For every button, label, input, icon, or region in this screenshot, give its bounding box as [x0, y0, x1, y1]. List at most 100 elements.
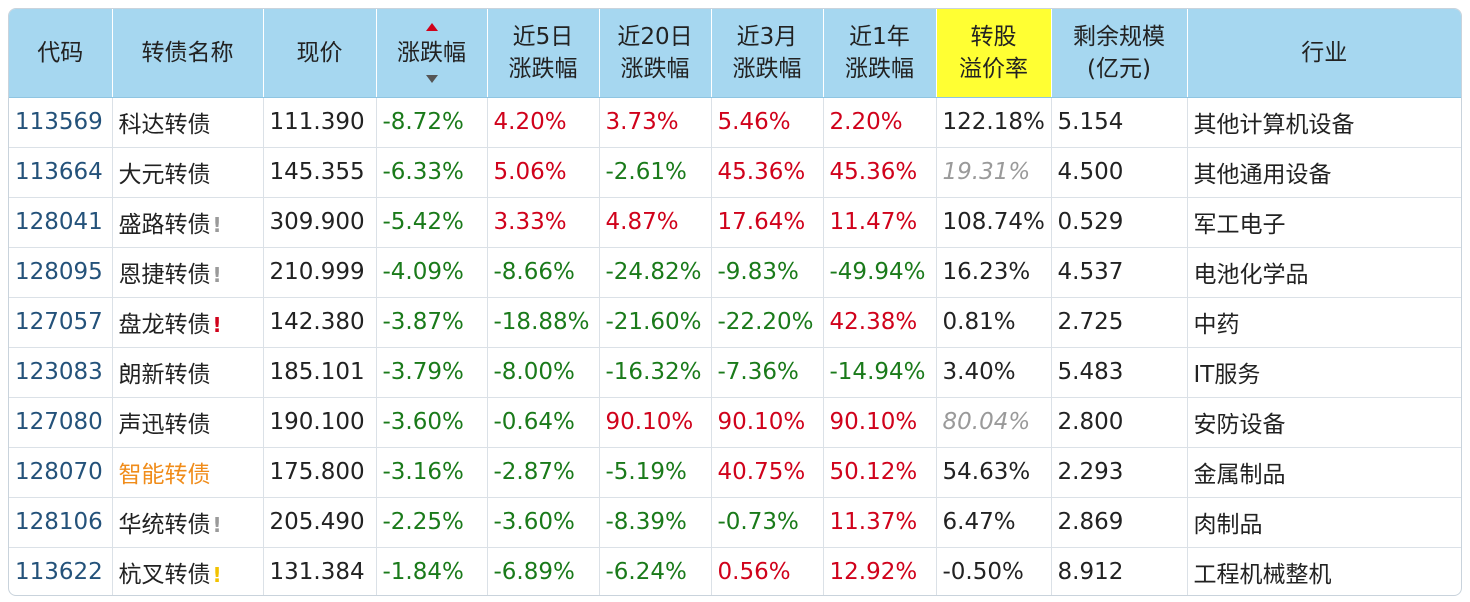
- bond-name-text[interactable]: 盘龙转债: [118, 312, 211, 338]
- bond-code-link-text[interactable]: 113622: [15, 559, 103, 586]
- change-1y-cell: 2.20%: [823, 97, 937, 148]
- change-5d-cell-text: -8.66%: [493, 259, 575, 285]
- table-row[interactable]: 113569 科达转债 111.390 -8.72% 4.20% 3.73% 5.46% 2.…: [9, 97, 1461, 148]
- change-5d-cell: 4.20%: [487, 97, 600, 148]
- scale-cell: 4.500: [1051, 147, 1188, 198]
- bond-code-link-text[interactable]: 113664: [15, 159, 103, 185]
- header-1y[interactable]: 近1年 涨跌幅: [823, 9, 937, 98]
- header-3m-line1: 近3月: [736, 23, 798, 50]
- table-row[interactable]: 113664 大元转债 145.355 -6.33% 5.06% -2.61% 45.36%…: [9, 147, 1461, 198]
- bond-code-link-text[interactable]: 127057: [15, 309, 103, 335]
- bond-code-link-text[interactable]: 128106: [15, 509, 103, 535]
- change-cell-text: -3.79%: [382, 359, 464, 385]
- price-cell: 131.384: [263, 547, 377, 595]
- change-5d-cell: -0.64%: [487, 397, 600, 448]
- bond-name[interactable]: 杭叉转债!: [112, 547, 264, 595]
- bond-code-link[interactable]: 128041: [9, 197, 113, 248]
- bond-name[interactable]: 科达转债: [112, 97, 264, 148]
- bond-code-link-text[interactable]: 128095: [15, 259, 103, 285]
- change-1y-cell: 90.10%: [823, 397, 937, 448]
- table-row[interactable]: 128070 智能转债 175.800 -3.16% -2.87% -5.19% 40.75…: [9, 447, 1461, 498]
- table-row[interactable]: 127080 声迅转债 190.100 -3.60% -0.64% 90.10% 90.10…: [9, 397, 1461, 448]
- bond-name[interactable]: 大元转债: [112, 147, 264, 198]
- change-3m-cell-text: -0.73%: [717, 509, 799, 535]
- table-row[interactable]: 113622 杭叉转债! 131.384 -1.84% -6.89% -6.24% 0.56…: [9, 547, 1461, 595]
- change-5d-cell: -18.88%: [487, 297, 600, 348]
- bond-name-text[interactable]: 智能转债: [118, 462, 211, 488]
- header-industry[interactable]: 行业: [1187, 9, 1461, 98]
- header-code-label: 代码: [37, 39, 84, 66]
- price-cell: 190.100: [263, 397, 377, 448]
- bond-name-text[interactable]: 恩捷转债: [118, 262, 211, 288]
- bond-name-text[interactable]: 朗新转债: [118, 362, 211, 388]
- header-change[interactable]: 涨跌幅: [376, 9, 488, 98]
- bond-name[interactable]: 盛路转债!: [112, 197, 264, 248]
- bond-name[interactable]: 恩捷转债!: [112, 247, 264, 298]
- price-cell-text: 145.355: [269, 159, 365, 185]
- bond-code-link-text[interactable]: 128041: [15, 209, 103, 235]
- change-3m-cell: -9.83%: [711, 247, 824, 298]
- premium-cell-text: 54.63%: [942, 459, 1031, 485]
- table-row[interactable]: 123083 朗新转债 185.101 -3.79% -8.00% -16.32% -7.3…: [9, 347, 1461, 398]
- change-cell-text: -3.16%: [382, 459, 464, 485]
- change-cell-text: -1.84%: [382, 559, 464, 586]
- header-20d[interactable]: 近20日 涨跌幅: [599, 9, 712, 98]
- bond-code-link[interactable]: 113664: [9, 147, 113, 198]
- change-5d-cell: -6.89%: [487, 547, 600, 595]
- table-row[interactable]: 128041 盛路转债! 309.900 -5.42% 3.33% 4.87% 17.64%…: [9, 197, 1461, 248]
- bond-code-link[interactable]: 128106: [9, 497, 113, 548]
- header-code[interactable]: 代码: [9, 9, 113, 98]
- bond-name[interactable]: 智能转债: [112, 447, 264, 498]
- bond-name-text[interactable]: 杭叉转债: [118, 562, 211, 589]
- change-3m-cell-text: 40.75%: [717, 459, 806, 485]
- bond-name-text[interactable]: 华统转债: [118, 512, 211, 538]
- change-3m-cell: 17.64%: [711, 197, 824, 248]
- price-cell: 111.390: [263, 97, 377, 148]
- header-5d[interactable]: 近5日 涨跌幅: [487, 9, 600, 98]
- header-price[interactable]: 现价: [263, 9, 377, 98]
- header-3m[interactable]: 近3月 涨跌幅: [711, 9, 824, 98]
- header-5d-line1: 近5日: [512, 23, 574, 50]
- sort-asc-icon[interactable]: [425, 22, 438, 31]
- scale-cell-text: 5.483: [1057, 359, 1124, 385]
- bond-name-text[interactable]: 盛路转债: [118, 212, 211, 238]
- bond-code-link-text[interactable]: 113569: [15, 109, 103, 135]
- bond-code-link[interactable]: 127080: [9, 397, 113, 448]
- change-5d-cell-text: 3.33%: [493, 209, 567, 235]
- premium-cell: 108.74%: [936, 197, 1052, 248]
- bond-name[interactable]: 盘龙转债!: [112, 297, 264, 348]
- bond-code-link[interactable]: 127057: [9, 297, 113, 348]
- bond-code-link[interactable]: 113622: [9, 547, 113, 595]
- header-premium[interactable]: 转股 溢价率: [936, 9, 1052, 98]
- bond-name-text[interactable]: 声迅转债: [118, 412, 211, 438]
- bond-name-text[interactable]: 科达转债: [118, 112, 211, 138]
- change-cell-text: -3.60%: [382, 409, 464, 435]
- bond-code-link-text[interactable]: 128070: [15, 459, 103, 485]
- change-cell-text: -6.33%: [382, 159, 464, 185]
- header-scale[interactable]: 剩余规模 (亿元): [1051, 9, 1188, 98]
- bond-name[interactable]: 华统转债!: [112, 497, 264, 548]
- change-cell-text: -3.87%: [382, 309, 464, 335]
- sort-desc-icon[interactable]: [425, 74, 438, 83]
- table-row[interactable]: 128106 华统转债! 205.490 -2.25% -3.60% -8.39% -0.7…: [9, 497, 1461, 548]
- bond-code-link[interactable]: 123083: [9, 347, 113, 398]
- price-cell-text: 131.384: [269, 559, 365, 586]
- bond-code-link-text[interactable]: 123083: [15, 359, 103, 385]
- scale-cell: 5.154: [1051, 97, 1188, 148]
- change-1y-cell: 50.12%: [823, 447, 937, 498]
- scale-cell-text: 2.293: [1057, 459, 1124, 485]
- bond-name[interactable]: 声迅转债: [112, 397, 264, 448]
- premium-cell: 0.81%: [936, 297, 1052, 348]
- bond-name-text[interactable]: 大元转债: [118, 162, 211, 188]
- table-row[interactable]: 127057 盘龙转债! 142.380 -3.87% -18.88% -21.60% -2…: [9, 297, 1461, 348]
- change-20d-cell: 3.73%: [599, 97, 712, 148]
- table-row[interactable]: 128095 恩捷转债! 210.999 -4.09% -8.66% -24.82% -9.…: [9, 247, 1461, 298]
- bond-code-link[interactable]: 128070: [9, 447, 113, 498]
- bond-code-link-text[interactable]: 127080: [15, 409, 103, 435]
- bond-code-link[interactable]: 128095: [9, 247, 113, 298]
- header-name[interactable]: 转债名称: [112, 9, 264, 98]
- premium-cell: 19.31%: [936, 147, 1052, 198]
- change-3m-cell-text: 0.56%: [717, 559, 791, 586]
- bond-code-link[interactable]: 113569: [9, 97, 113, 148]
- bond-name[interactable]: 朗新转债: [112, 347, 264, 398]
